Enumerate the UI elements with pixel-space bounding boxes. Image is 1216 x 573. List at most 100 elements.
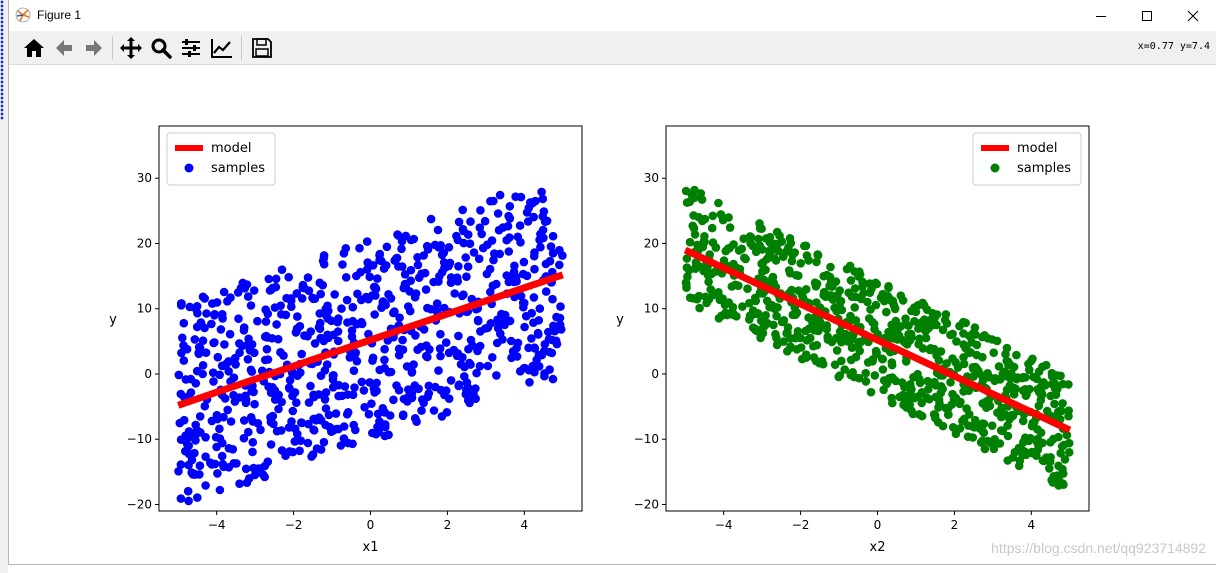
sample-point [191,420,200,430]
sample-point [541,287,551,296]
sample-point [341,273,351,282]
sample-point [481,324,490,333]
sample-point [972,340,982,350]
sample-point [516,291,526,301]
sample-point [926,344,935,353]
sample-point [793,327,803,336]
sample-point [466,335,476,345]
sample-point [236,283,246,293]
sample-point [424,389,434,398]
sample-point [979,428,989,438]
sample-point [868,355,878,364]
sample-point [708,211,718,221]
sample-point [413,260,423,270]
save-button[interactable] [249,35,275,61]
sample-point [248,438,258,447]
sample-point [368,291,377,300]
sample-point [398,335,407,345]
sample-point [890,327,900,337]
sample-point [475,223,485,232]
close-button[interactable] [1170,0,1216,31]
sample-point [442,408,452,417]
sample-point [982,403,991,413]
minimize-button[interactable] [1078,0,1124,31]
sample-point [381,300,391,310]
sample-point [804,324,814,334]
sample-point [218,361,227,371]
sample-point [372,386,381,396]
sample-point [714,198,723,208]
sample-point [921,333,931,343]
sample-point [195,461,205,471]
sample-point [315,318,325,328]
sample-point [228,445,238,454]
sample-point [529,293,539,302]
sample-point [458,224,468,234]
sample-point [296,368,305,377]
sample-point [380,363,390,373]
sample-point [913,300,923,310]
sample-point [540,369,549,378]
sample-point [505,202,515,211]
sample-point [917,411,927,421]
sample-point [812,257,821,267]
sample-point [253,316,262,326]
sample-point [191,436,200,445]
sample-point [250,399,259,409]
sample-point [433,225,443,235]
sample-point [785,234,795,243]
maximize-button[interactable] [1124,0,1170,31]
sample-point [796,333,805,343]
sample-point [506,336,516,346]
sample-point [241,464,251,474]
back-button[interactable] [51,35,77,61]
sample-point [987,421,997,431]
sample-point [277,426,286,435]
sample-point [732,312,741,321]
sample-point [281,310,291,320]
sample-point [1045,464,1054,473]
sample-point [948,423,958,432]
close-icon [1187,10,1199,21]
sample-point [409,360,418,369]
sample-point [261,317,271,326]
sample-point [1018,372,1028,382]
sample-point [348,302,358,312]
zoom-button[interactable] [148,35,174,61]
sample-point [480,216,490,226]
y-tick-label: 20 [644,236,659,250]
sample-point [486,287,495,297]
sample-point [1003,431,1013,441]
sample-point [493,323,503,333]
configure-subplots-button[interactable] [178,35,204,61]
sample-point [702,298,711,308]
sample-point [210,459,220,469]
sample-point [910,393,919,403]
sample-point [319,253,329,263]
sample-point [745,298,754,308]
sample-point [951,429,961,439]
sample-point [401,231,411,241]
sample-point [976,438,986,447]
sample-point [690,185,699,195]
sample-point [373,409,383,419]
forward-button[interactable] [81,35,107,61]
sample-point [542,216,552,226]
sample-point [907,406,916,416]
sample-point [1064,411,1073,421]
sample-point [767,300,777,310]
sample-point [731,280,740,290]
sample-point [235,339,244,348]
home-button[interactable] [21,35,47,61]
edit-axes-button[interactable] [209,35,235,61]
sample-point [454,331,463,341]
sample-point [201,481,210,490]
sample-point [279,351,288,360]
sample-point [373,274,382,283]
sample-point [267,386,277,396]
pan-button[interactable] [118,35,144,61]
sample-point [201,452,210,462]
sample-point [407,389,417,398]
sample-point [413,253,422,262]
